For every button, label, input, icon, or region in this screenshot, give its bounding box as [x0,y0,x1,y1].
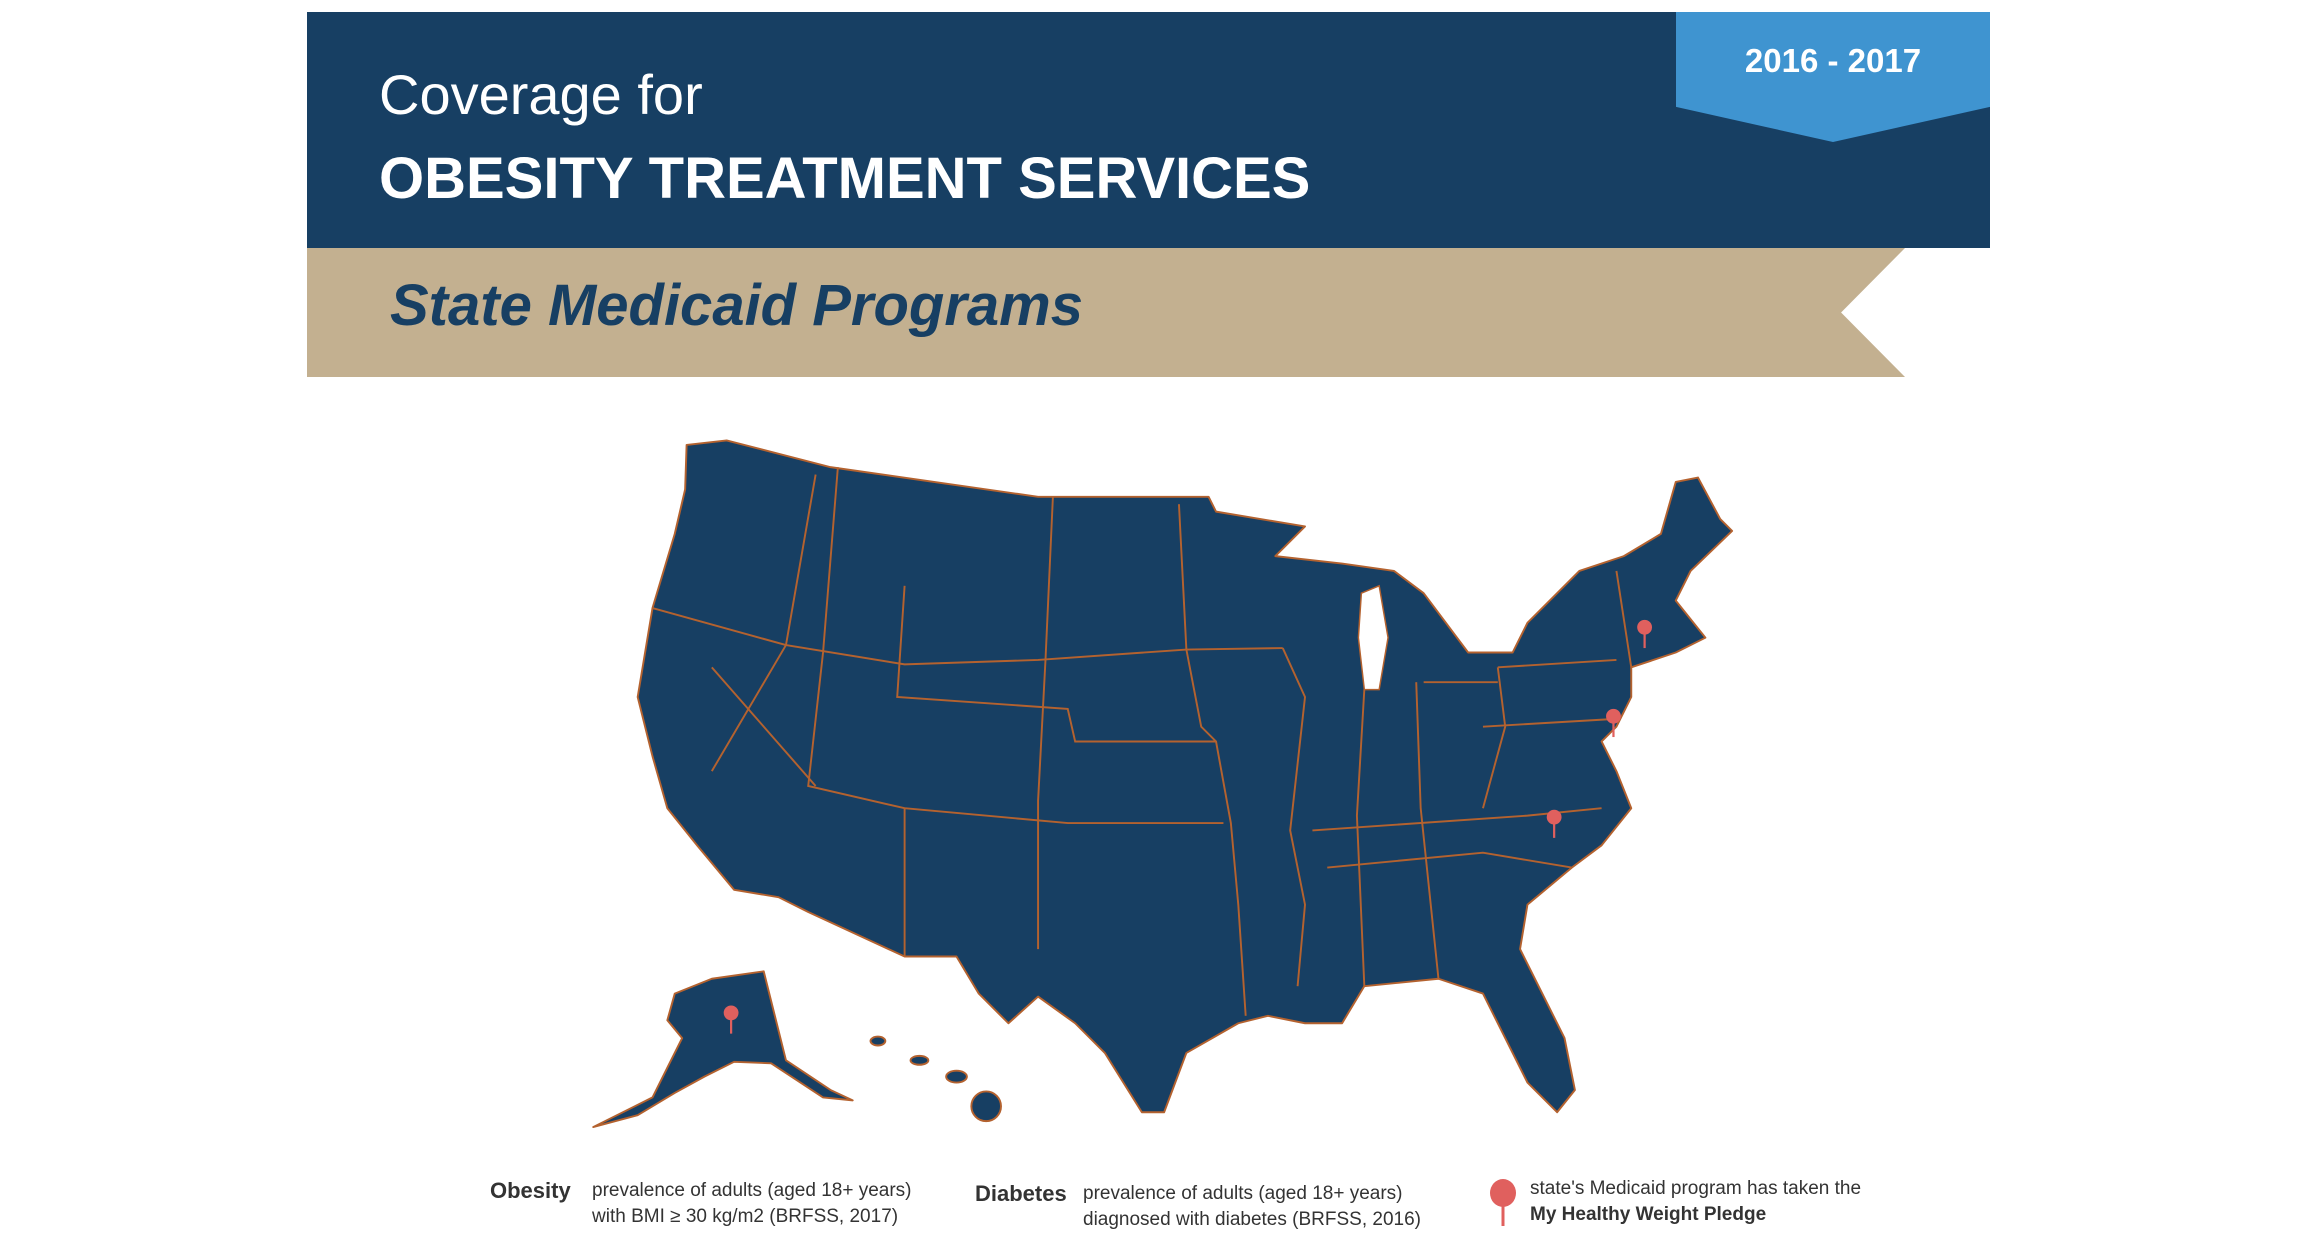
header-subtitle: Coverage for [379,63,703,126]
legend-obesity-key: Obesity [490,1178,571,1206]
map-pin-icon[interactable] [1606,708,1621,738]
obesity-line1: prevalence of adults (aged 18+ years) [592,1180,912,1201]
year-label: 2016 - 2017 [1744,42,1922,79]
header-title: OBESITY TREATMENT SERVICES [379,146,1311,211]
map-pin-icon[interactable] [1637,619,1653,649]
legend-diabetes-text: prevalence of adults (aged 18+ years) di… [1083,1181,1421,1233]
map-pin-icon [1490,1179,1516,1226]
pledge-line1: state's Medicaid program has taken the [1530,1178,1862,1199]
diabetes-line1: prevalence of adults (aged 18+ years) [1083,1183,1403,1204]
pledge-line2: My Healthy Weight Pledge [1530,1204,1767,1225]
header-banner: Coverage for OBESITY TREATMENT SERVICES … [307,12,1990,248]
legend-obesity-text: prevalence of adults (aged 18+ years) wi… [592,1178,912,1230]
map-pin-icon[interactable] [1546,809,1562,838]
diabetes-line2: diagnosed with diabetes (BRFSS, 2016) [1083,1209,1421,1230]
legend-diabetes-key: Diabetes [975,1181,1067,1209]
state-borders [652,467,1633,1016]
contiguous-us [636,439,1734,1114]
subtitle-ribbon: State Medicaid Programs [307,248,1905,377]
hawaii-kauai [869,1035,887,1047]
map-pin-icon[interactable] [723,1005,739,1034]
pledge-pins [723,619,1653,1034]
obesity-key: Obesity [490,1178,571,1203]
obesity-line2: with BMI ≥ 30 kg/m2 (BRFSS, 2017) [592,1206,899,1227]
lake-michigan [1357,584,1389,691]
hawaii-maui [945,1069,968,1084]
ribbon-title: State Medicaid Programs [390,273,1083,338]
hawaii-oahu [909,1054,930,1066]
legend-pledge-text: state's Medicaid program has taken the M… [1530,1176,1861,1228]
diabetes-key: Diabetes [975,1181,1067,1206]
alaska [592,970,854,1129]
hawaii-island [970,1090,1002,1123]
